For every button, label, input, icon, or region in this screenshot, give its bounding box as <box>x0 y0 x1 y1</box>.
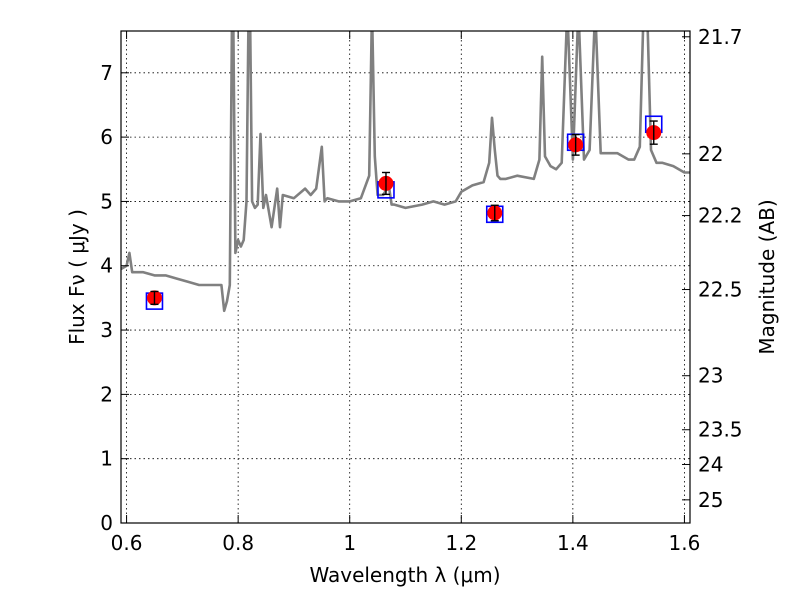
right-tick-label: 24 <box>698 452 723 476</box>
right-tick-label: 22 <box>698 142 723 166</box>
y-tick-label: 7 <box>100 61 113 85</box>
y-tick-label: 1 <box>100 447 113 471</box>
plot-background <box>121 31 690 523</box>
y-tick-label: 2 <box>100 382 113 406</box>
y-tick-label: 5 <box>100 189 113 213</box>
right-tick-label: 23 <box>698 364 723 388</box>
right-tick-label: 25 <box>698 488 723 512</box>
x-tick-label: 1 <box>343 531 356 555</box>
y-tick-label: 3 <box>100 318 113 342</box>
right-tick-label: 22.2 <box>698 204 743 228</box>
x-tick-label: 0.8 <box>222 531 254 555</box>
x-tick-label: 1.4 <box>557 531 589 555</box>
y-tick-label: 4 <box>100 254 113 278</box>
x-tick-label: 0.6 <box>111 531 143 555</box>
marker-layer <box>145 115 663 310</box>
y-tick-label: 0 <box>100 511 113 535</box>
y-axis-label: Flux Fν ( μJy ) <box>65 209 89 345</box>
x-axis-label: Wavelength λ (μm) <box>309 563 500 587</box>
tick-layer: 0.6 0.8 1 1.2 1.4 1.60123456721.72222.222.523… <box>100 25 742 555</box>
y-axis-right-label: Magnitude (AB) <box>755 199 779 354</box>
right-tick-label: 22.5 <box>698 278 743 302</box>
right-tick-label: 23.5 <box>698 418 743 442</box>
plot-frame <box>120 30 691 524</box>
y-tick-label: 6 <box>100 125 113 149</box>
x-tick-label: 1.6 <box>669 531 701 555</box>
x-tick-label: 1.2 <box>445 531 477 555</box>
right-tick-label: 21.7 <box>698 25 743 49</box>
